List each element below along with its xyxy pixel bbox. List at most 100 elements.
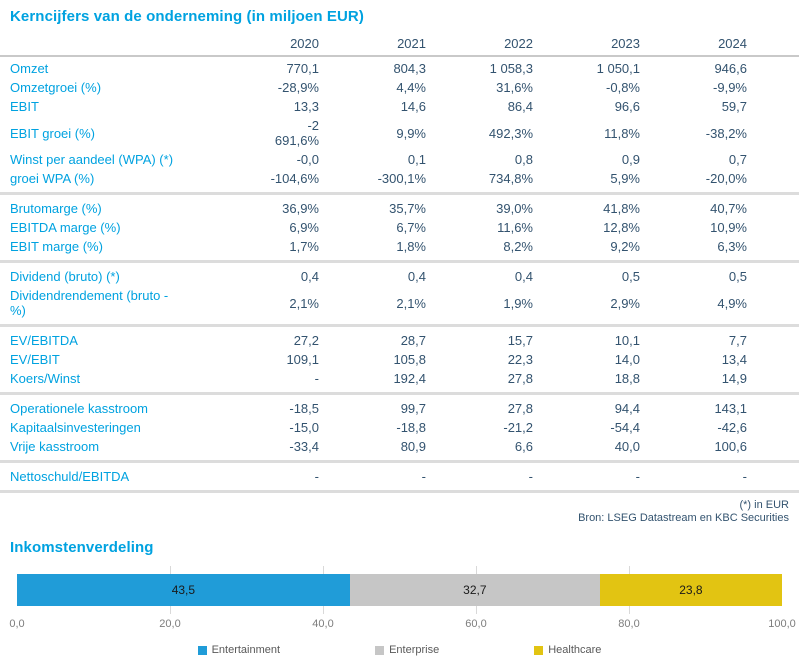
metric-value: 192,4 [393, 371, 426, 386]
table-row-groei-wpa: groei WPA (%) -104,6% -300,1% 734,8% 5,9… [0, 169, 799, 188]
metric-value: -54,4 [610, 420, 640, 435]
metric-value: 492,3% [488, 125, 533, 141]
metric-value: 1,8% [396, 239, 426, 254]
footnote-in-eur: (*) in EUR [739, 499, 789, 511]
table-row-wpa: Winst per aandeel (WPA) (*) -0,0 0,1 0,8… [0, 150, 799, 169]
metric-value: - [635, 469, 640, 484]
metric-value: 100,6 [714, 439, 747, 454]
section-separator [0, 456, 799, 467]
table-row-koers-winst: Koers/Winst - 192,4 27,8 18,8 14,9 [0, 369, 799, 388]
metric-value: 6,3% [717, 239, 747, 254]
table-footnotes: (*) in EUR Bron: LSEG Datastream en KBC … [0, 497, 799, 525]
metric-label: Koers/Winst [10, 371, 81, 386]
metric-value: -15,0 [289, 420, 319, 435]
x-tick-label: 100,0 [768, 618, 796, 630]
metric-value: 59,7 [721, 99, 747, 114]
table-row-dividendrendement: Dividendrendement (bruto - %) 2,1% 2,1% … [0, 286, 799, 320]
table-row-ebit-groei: EBIT groei (%) -2 691,6% 9,9% 492,3% 11,… [0, 116, 799, 150]
metric-value: 11,8% [604, 125, 640, 141]
x-tick-label: 60,0 [465, 618, 487, 630]
metric-label: groei WPA (%) [10, 171, 95, 186]
metric-value: 1 058,3 [489, 61, 533, 76]
metric-value: 15,7 [507, 333, 533, 348]
metric-value: 27,8 [507, 401, 533, 416]
section-separator [0, 486, 799, 497]
metric-value: 86,4 [507, 99, 533, 114]
metric-label: EV/EBITDA [10, 333, 78, 348]
metric-value: -18,5 [289, 401, 319, 416]
metric-label: Omzet [10, 61, 49, 76]
legend-label: Healthcare [548, 644, 602, 656]
metric-value: 0,9 [621, 152, 640, 167]
metric-value: 1,9% [503, 295, 533, 311]
table-row-ebitda-marge: EBITDA marge (%) 6,9% 6,7% 11,6% 12,8% 1… [0, 218, 799, 237]
chart-legend: Entertainment Enterprise Healthcare [0, 644, 799, 656]
metric-value: 1,7% [289, 239, 319, 254]
metric-value: -2 691,6% [274, 118, 319, 148]
metric-label: EBIT marge (%) [10, 239, 103, 254]
metric-value: - [421, 469, 426, 484]
metric-value: -300,1% [377, 171, 426, 186]
metric-value: 9,9% [396, 125, 426, 141]
metric-value: 14,0 [614, 352, 640, 367]
metric-value: 22,3 [507, 352, 533, 367]
metric-label: Omzetgroei (%) [10, 80, 102, 95]
bar-segment-value: 32,7 [463, 583, 487, 597]
metric-label: Nettoschuld/EBITDA [10, 469, 130, 484]
metric-label: Brutomarge (%) [10, 201, 102, 216]
table-row-ebit-marge: EBIT marge (%) 1,7% 1,8% 8,2% 9,2% 6,3% [0, 237, 799, 256]
metric-value: 35,7% [389, 201, 426, 216]
metric-value: 12,8% [603, 220, 640, 235]
metric-value: -28,9% [277, 80, 319, 95]
legend-swatch-entertainment-icon [197, 645, 207, 655]
metric-label: Operationele kasstroom [10, 401, 149, 416]
metric-value: 143,1 [714, 401, 747, 416]
bar-segment-enterprise: 32,7 [349, 574, 600, 606]
x-axis: 0,0 20,0 40,0 60,0 80,0 100,0 [9, 614, 795, 632]
label-column-header [0, 35, 264, 57]
key-figures-table: 2020 2021 2022 2023 2024 Omzet 770,1 804… [0, 35, 799, 497]
metric-value: 734,8% [488, 171, 533, 186]
metric-value: 39,0% [496, 201, 533, 216]
metric-value: 804,3 [393, 61, 426, 76]
year-header: 2022 [478, 35, 585, 57]
section-separator [0, 256, 799, 267]
metric-value: 0,4 [407, 269, 426, 284]
metric-label: Dividendrendement (bruto - %) [10, 288, 169, 318]
metric-value: 0,5 [728, 269, 747, 284]
section-separator [0, 188, 799, 199]
income-distribution-chart: 43,5 32,7 23,8 0,0 20,0 40,0 60,0 80,0 1… [0, 566, 799, 656]
metric-value: 109,1 [286, 352, 319, 367]
metric-value: 4,4% [396, 80, 426, 95]
table-row-omzet: Omzet 770,1 804,3 1 058,3 1 050,1 946,6 [0, 56, 799, 78]
metric-value: 5,9% [610, 171, 640, 186]
metric-value: -9,9% [713, 80, 747, 95]
table-row-dividend: Dividend (bruto) (*) 0,4 0,4 0,4 0,5 0,5 [0, 267, 799, 286]
metric-value: 99,7 [400, 401, 426, 416]
metric-label: EV/EBIT [10, 352, 60, 367]
metric-value: 11,6% [497, 220, 533, 235]
bar-segment-healthcare: 23,8 [599, 574, 782, 606]
metric-value: 0,7 [728, 152, 747, 167]
year-header-row: 2020 2021 2022 2023 2024 [0, 35, 799, 57]
metric-value: 80,9 [400, 439, 426, 454]
x-tick-label: 40,0 [312, 618, 334, 630]
metric-value: -18,8 [396, 420, 426, 435]
table-row-brutomarge: Brutomarge (%) 36,9% 35,7% 39,0% 41,8% 4… [0, 199, 799, 218]
metric-value: 6,6 [514, 439, 533, 454]
table-row-ev-ebitda: EV/EBITDA 27,2 28,7 15,7 10,1 7,7 [0, 331, 799, 350]
metric-label: EBIT [10, 99, 39, 114]
table-row-ebit: EBIT 13,3 14,6 86,4 96,6 59,7 [0, 97, 799, 116]
source-note: Bron: LSEG Datastream en KBC Securities [578, 512, 789, 524]
metric-value: 10,1 [614, 333, 640, 348]
metric-value: -21,2 [503, 420, 533, 435]
metric-value: 2,9% [610, 295, 640, 311]
metric-value: 6,9% [289, 220, 319, 235]
bar-segment-value: 43,5 [171, 583, 196, 597]
stacked-bar: 43,5 32,7 23,8 [17, 574, 782, 606]
metric-value: -104,6% [270, 171, 319, 186]
x-tick-label: 80,0 [618, 618, 640, 630]
bar-segment-entertainment: 43,5 [17, 574, 350, 606]
metric-value: 13,3 [293, 99, 319, 114]
